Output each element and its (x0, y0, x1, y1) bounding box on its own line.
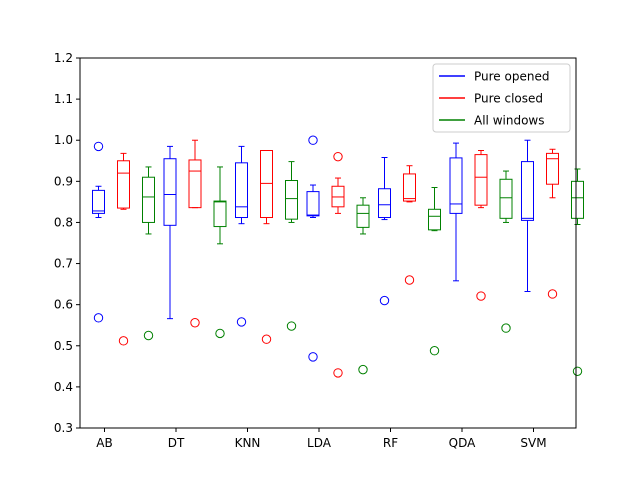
box (403, 165, 416, 285)
outlier-point (358, 364, 368, 375)
box (546, 148, 559, 299)
y-tick-label: 0.5 (54, 339, 73, 353)
legend-label: Pure opened (474, 70, 549, 84)
y-tick-label: 0.7 (54, 257, 73, 271)
box (235, 145, 248, 327)
box (260, 150, 273, 344)
x-tick-label: QDA (449, 436, 476, 450)
outlier-point (308, 352, 318, 362)
box (163, 145, 177, 320)
x-tick-label: DT (168, 436, 185, 450)
box (213, 166, 227, 339)
outlier-point (404, 275, 415, 285)
legend-item: Pure closed (439, 92, 543, 106)
box (499, 170, 513, 333)
box-body (449, 157, 463, 214)
box (188, 139, 202, 328)
outlier-point (429, 346, 440, 356)
outlier-point (143, 330, 154, 341)
box-body (235, 162, 248, 219)
box (521, 139, 534, 293)
series-pure-closed (117, 139, 559, 378)
y-tick-label: 0.9 (54, 174, 73, 188)
box-body (403, 173, 416, 202)
x-tick-label: AB (96, 436, 112, 450)
box (92, 141, 105, 323)
outlier-point (572, 366, 583, 376)
box-body (213, 200, 227, 228)
box (571, 168, 584, 376)
plot-content (92, 135, 584, 378)
outlier-point (547, 289, 558, 299)
box-body (92, 189, 105, 214)
box-body (428, 208, 441, 231)
box-body (306, 191, 320, 217)
outlier-point (118, 336, 129, 346)
box (117, 152, 130, 346)
box-body (521, 161, 534, 221)
box (285, 161, 298, 331)
outlier-point (236, 317, 247, 327)
y-tick-label: 0.8 (54, 215, 73, 229)
axes-frame (79, 57, 577, 429)
outlier-point (333, 151, 343, 162)
y-tick-label: 0.3 (54, 421, 73, 435)
outlier-point (286, 321, 297, 331)
box-body (117, 160, 130, 209)
box (306, 135, 320, 362)
outlier-point (333, 368, 343, 378)
outlier-point (476, 291, 486, 301)
outlier-point (261, 334, 272, 344)
box-body (378, 188, 391, 219)
legend-box (432, 63, 571, 133)
x-tick-label: SVM (520, 436, 546, 450)
outlier-point (93, 313, 104, 323)
box (331, 151, 345, 378)
legend-item: All windows (439, 114, 544, 128)
legend-label: Pure closed (474, 92, 543, 106)
x-axis: AB DT KNN LDA RF QDA SVM (96, 428, 547, 450)
box-body (546, 152, 559, 185)
outlier-point (93, 141, 104, 152)
box-body (474, 154, 488, 206)
box-body (571, 180, 584, 219)
box-body (356, 204, 370, 228)
series-pure-opened (92, 135, 534, 362)
box (449, 142, 463, 282)
series-all-windows (142, 161, 584, 376)
y-axis: 0.3 0.4 0.5 0.6 0.7 0.8 0.9 1.0 1.1 1.2 (54, 51, 80, 435)
box-body (163, 158, 177, 226)
y-tick-label: 1.2 (54, 51, 73, 65)
y-tick-label: 0.6 (54, 298, 73, 312)
legend-item: Pure opened (439, 70, 549, 84)
box-body (142, 176, 155, 223)
box (428, 187, 441, 356)
x-tick-label: LDA (307, 436, 332, 450)
x-tick-label: KNN (235, 436, 261, 450)
outlier-point (308, 135, 318, 145)
box (142, 166, 155, 341)
legend: Pure opened Pure closed All windows (432, 63, 571, 133)
box-body (260, 150, 273, 219)
box-body (188, 159, 202, 209)
y-tick-label: 1.1 (54, 92, 73, 106)
box (356, 197, 370, 375)
outlier-point (215, 328, 225, 339)
box-body (499, 178, 513, 219)
y-tick-label: 0.4 (54, 380, 73, 394)
y-tick-label: 1.0 (54, 133, 73, 147)
box-body (285, 180, 298, 220)
outlier-point (501, 323, 511, 333)
outlier-point (379, 295, 390, 306)
legend-label: All windows (474, 114, 544, 128)
outlier-point (190, 318, 200, 328)
box (474, 150, 488, 301)
x-tick-label: RF (383, 436, 398, 450)
box (378, 156, 391, 306)
